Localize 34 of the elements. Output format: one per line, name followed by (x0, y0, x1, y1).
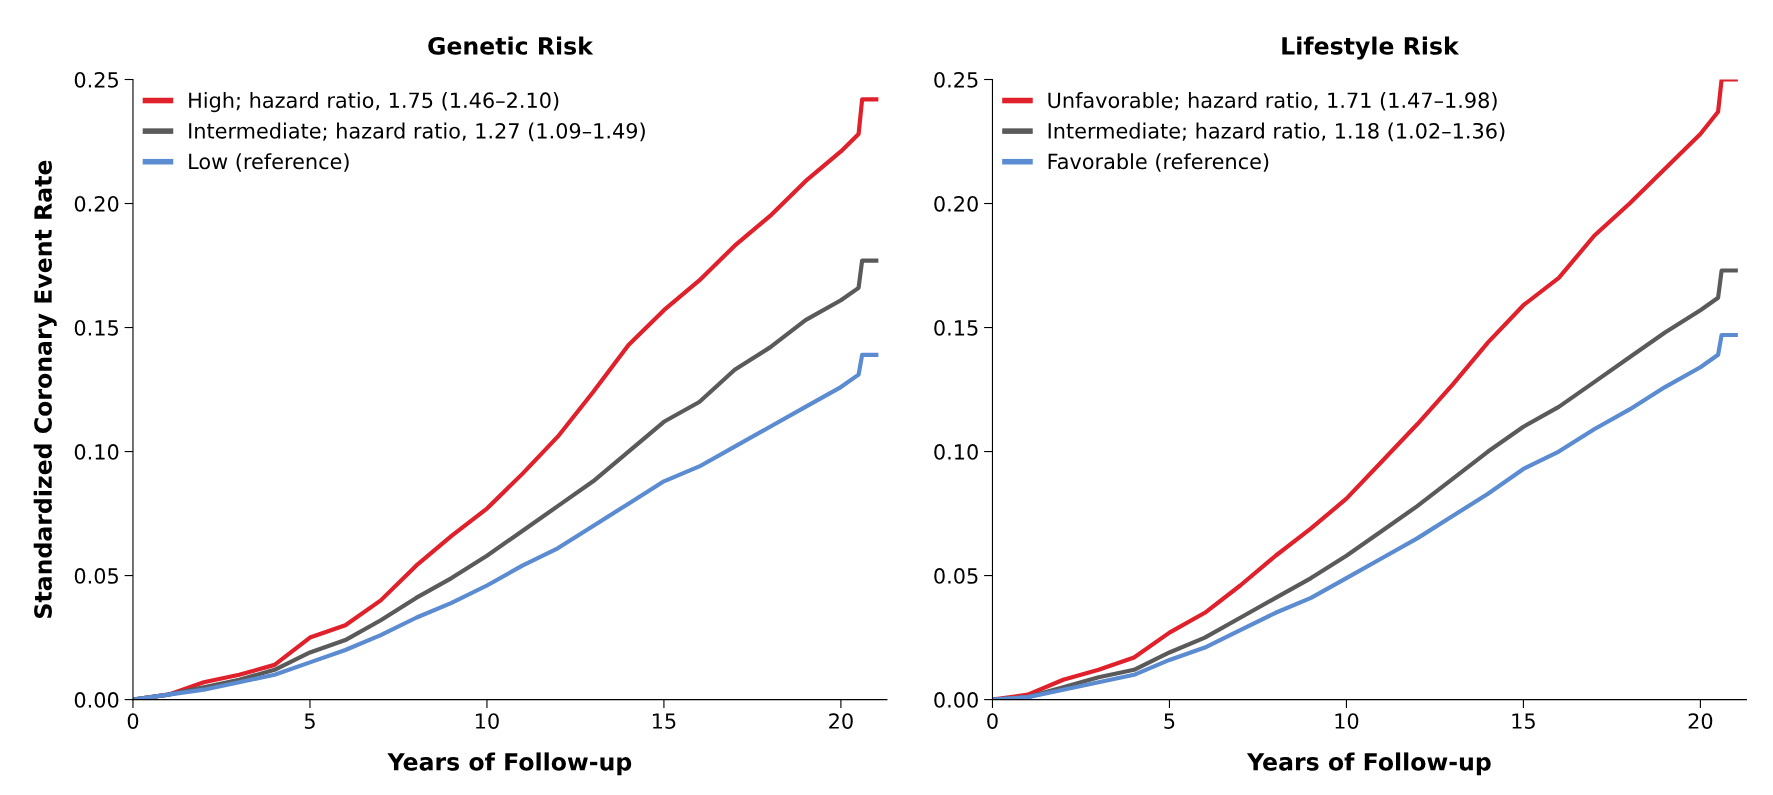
x-tick-label: 0 (127, 713, 139, 729)
chart-title: Lifestyle Risk (1282, 36, 1460, 60)
x-tick-label: 5 (1164, 713, 1175, 729)
y-tick-label: 0.05 (74, 568, 118, 584)
x-tick-label: 0 (987, 713, 998, 729)
y-tick-label: 0.05 (934, 568, 978, 584)
y-tick-label: 0.25 (74, 71, 118, 88)
y-tick-label: 0.20 (934, 195, 978, 212)
x-tick-label: 20 (1688, 713, 1713, 729)
legend-label: Favorable (reference) (1048, 153, 1269, 172)
y-tick-label: 0.20 (74, 195, 119, 212)
legend-label: Low (reference) (189, 153, 349, 172)
y-tick-label: 0.00 (74, 692, 119, 708)
y-tick-label: 0.15 (934, 319, 978, 336)
x-axis-title: Years of Follow-up (387, 752, 632, 776)
chart-title: Genetic Risk (428, 36, 594, 55)
y-tick-label: 0.25 (934, 71, 978, 88)
y-tick-label: 0.15 (74, 319, 118, 336)
x-tick-label: 15 (652, 713, 676, 729)
x-tick-label: 10 (1335, 713, 1359, 729)
x-tick-label: 10 (475, 713, 499, 729)
x-tick-label: 15 (1512, 713, 1535, 729)
line-series (132, 352, 879, 700)
y-tick-label: 0.10 (934, 444, 978, 460)
x-tick-label: 20 (829, 713, 853, 729)
legend-label: Intermediate; hazard ratio, 1.18 (1.02–1.36) (1048, 122, 1505, 142)
legend-label: Intermediate; hazard ratio, 1.27 (1.09–1.49) (189, 122, 645, 142)
x-tick-label: 5 (304, 713, 315, 729)
x-axis-title: Years of Follow-up (1246, 752, 1491, 776)
y-tick-label: 0.10 (74, 444, 119, 460)
legend-label: Unfavorable; hazard ratio, 1.71 (1.47–1.98) (1048, 92, 1497, 111)
y-axis-title: Standardized Coronary Event Rate (33, 160, 57, 618)
legend-label: High; hazard ratio, 1.75 (1.46–2.10) (189, 92, 559, 113)
y-tick-label: 0.00 (934, 692, 978, 708)
